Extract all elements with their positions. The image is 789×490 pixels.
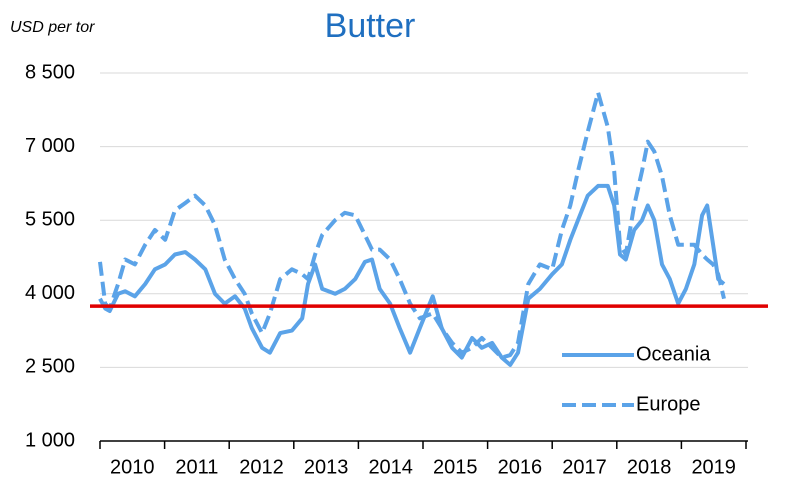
y-tick-label: 1 000 bbox=[25, 429, 75, 451]
legend-label: Europe bbox=[636, 393, 701, 415]
x-tick-label: 2014 bbox=[368, 456, 413, 478]
line-series bbox=[98, 183, 726, 367]
x-tick-label: 2011 bbox=[175, 456, 218, 478]
x-tick-label: 2018 bbox=[627, 456, 672, 478]
x-tick-label: 2016 bbox=[498, 456, 543, 478]
x-tick-label: 2013 bbox=[304, 456, 349, 478]
x-tick-label: 2019 bbox=[691, 456, 736, 478]
x-tick-label: 2010 bbox=[110, 456, 155, 478]
x-tick-label: 2017 bbox=[562, 456, 607, 478]
legend-label: Oceania bbox=[636, 343, 711, 365]
x-tick-label: 2015 bbox=[433, 456, 478, 478]
y-tick-label: 2 500 bbox=[25, 356, 75, 378]
y-tick-label: 4 000 bbox=[25, 282, 75, 304]
y-axis-label: USD per tor bbox=[10, 19, 95, 36]
chart-title: Butter bbox=[325, 7, 416, 45]
x-tick-label: 2012 bbox=[239, 456, 284, 478]
y-tick-label: 7 000 bbox=[25, 135, 75, 157]
line-series bbox=[98, 90, 726, 360]
y-tick-label: 5 500 bbox=[25, 208, 75, 230]
y-tick-label: 8 500 bbox=[25, 61, 75, 83]
